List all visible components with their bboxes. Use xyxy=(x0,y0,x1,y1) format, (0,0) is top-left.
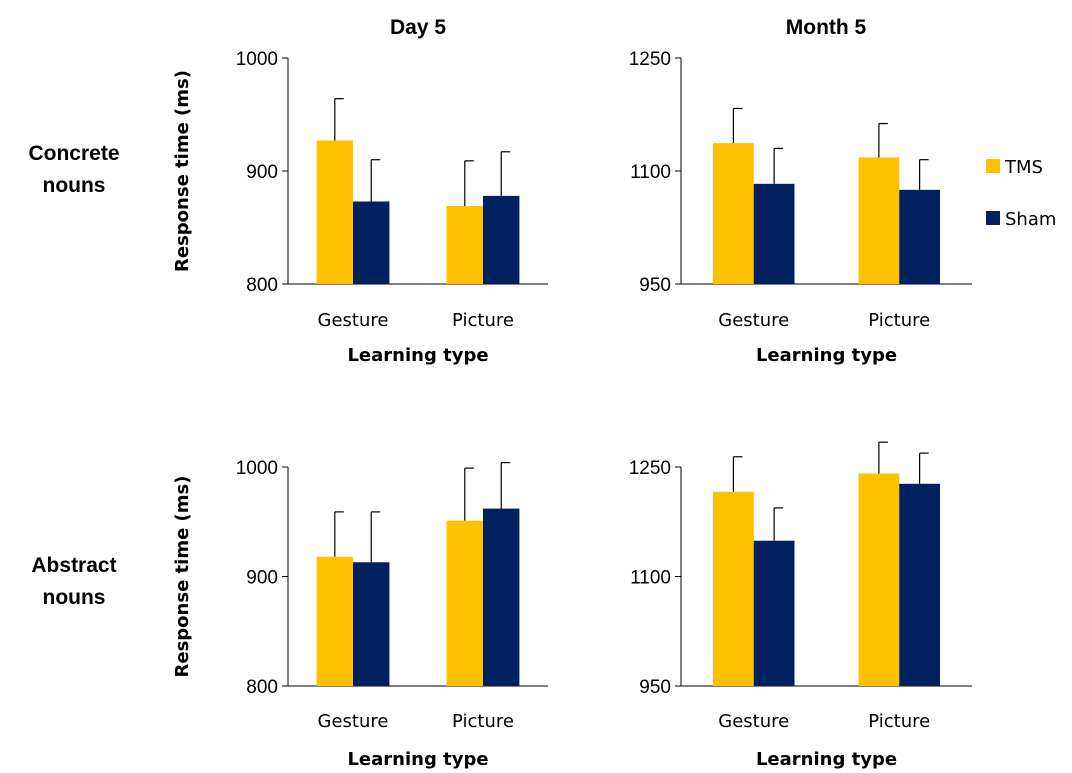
bar-sham-gesture xyxy=(753,540,795,686)
legend-label-sham: Sham xyxy=(1005,209,1056,230)
legend-swatch-tms xyxy=(986,159,1000,173)
chart-panel-2: 950 1100 1250 Gesture Picture Learning type xyxy=(629,49,972,366)
row-label-concrete-2: nouns xyxy=(43,174,106,197)
bar-sham-picture xyxy=(483,508,520,686)
y-tick-label: 900 xyxy=(246,162,278,183)
bar-sham-picture xyxy=(899,483,940,686)
y-tick-label: 1250 xyxy=(629,458,671,479)
chart-panel-3: 800 900 1000 Gesture Picture Learning type Res… xyxy=(172,458,548,770)
column-title-month5: Month 5 xyxy=(786,16,867,39)
bar-tms-gesture xyxy=(316,140,353,284)
x-tick-label: Picture xyxy=(452,711,514,732)
y-tick-label: 1000 xyxy=(236,49,278,70)
legend-label-tms: TMS xyxy=(1004,157,1043,178)
bar-tms-gesture xyxy=(713,143,754,284)
y-tick-label: 800 xyxy=(246,677,278,698)
bar-tms-picture xyxy=(446,206,483,284)
y-tick-label: 1000 xyxy=(236,458,278,479)
y-tick-label: 950 xyxy=(639,677,671,698)
y-tick-label: 800 xyxy=(246,275,278,296)
x-tick-label: Gesture xyxy=(718,711,789,732)
bar-tms-picture xyxy=(446,520,483,686)
bar-sham-gesture xyxy=(753,183,795,284)
x-tick-label: Gesture xyxy=(318,310,389,331)
y-tick-label: 900 xyxy=(246,568,278,589)
legend-swatch-sham xyxy=(986,211,1000,225)
x-tick-label: Gesture xyxy=(318,711,389,732)
chart-panel-1: 800 900 1000 Gesture Picture Learning type Res… xyxy=(172,49,548,366)
x-axis-label: Learning type xyxy=(756,345,897,366)
bar-tms-gesture xyxy=(713,491,754,686)
x-axis-label: Learning type xyxy=(347,345,488,366)
row-label-abstract: Abstract xyxy=(31,554,116,577)
x-axis-label: Learning type xyxy=(347,749,488,770)
x-tick-label: Picture xyxy=(868,711,930,732)
bar-tms-picture xyxy=(858,473,900,686)
x-tick-label: Gesture xyxy=(718,310,789,331)
y-axis-label: Response time (ms) xyxy=(172,476,193,678)
bar-sham-gesture xyxy=(353,562,390,686)
y-tick-label: 1100 xyxy=(630,162,671,183)
row-label-abstract-2: nouns xyxy=(43,586,106,609)
bar-sham-picture xyxy=(483,195,520,284)
x-tick-label: Picture xyxy=(452,310,514,331)
x-axis-label: Learning type xyxy=(756,749,897,770)
bar-sham-gesture xyxy=(353,201,390,284)
bar-sham-picture xyxy=(899,189,940,284)
bar-tms-gesture xyxy=(316,556,353,686)
y-tick-label: 1100 xyxy=(630,568,671,589)
y-tick-label: 1250 xyxy=(629,49,671,70)
x-tick-label: Picture xyxy=(868,310,930,331)
y-tick-label: 950 xyxy=(639,275,671,296)
row-label-concrete: Concrete xyxy=(28,142,119,165)
y-axis-label: Response time (ms) xyxy=(172,70,193,272)
chart-panel-4: 950 1100 1250 Gesture Picture Learning type xyxy=(629,441,972,770)
column-title-day5: Day 5 xyxy=(390,16,446,39)
bar-tms-picture xyxy=(858,157,900,284)
